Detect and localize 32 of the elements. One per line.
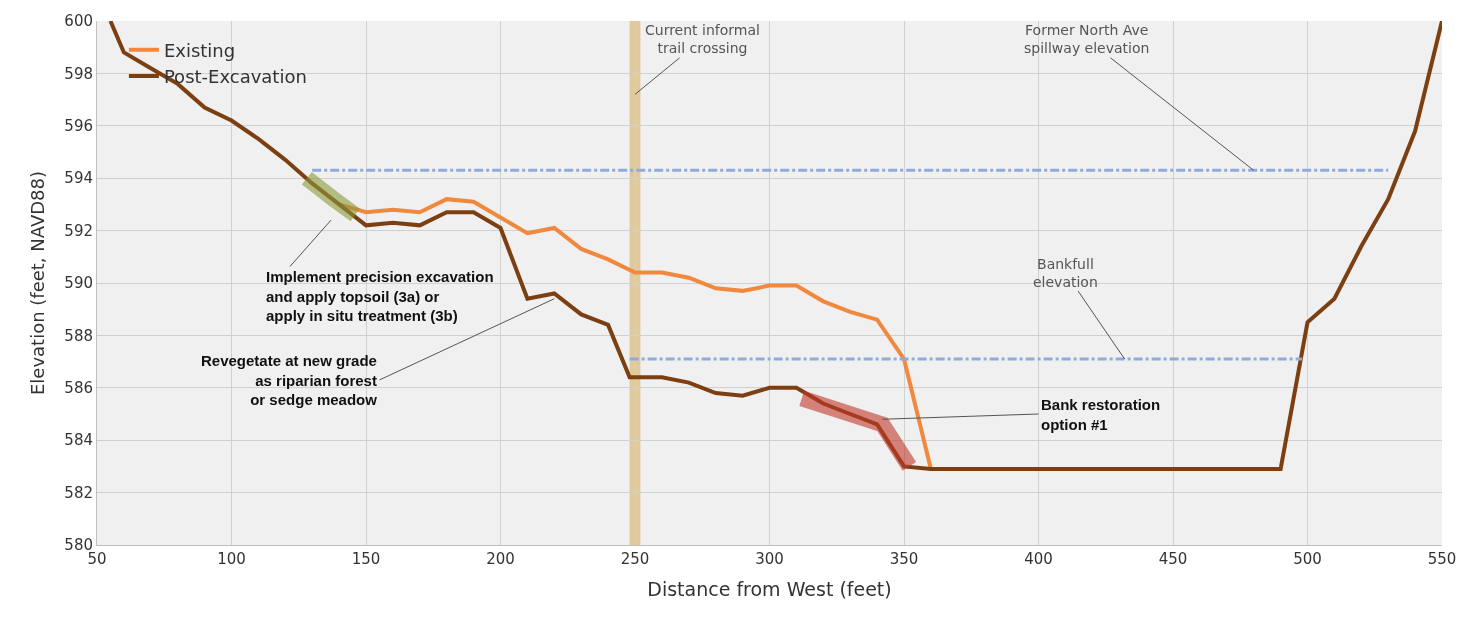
y-tick-label: 600: [64, 12, 93, 31]
y-tick-label: 594: [64, 169, 93, 188]
y-tick-label: 584: [64, 431, 93, 450]
x-tick-label: 100: [217, 550, 246, 568]
y-tick-label: 586: [64, 379, 93, 398]
legend-label: Existing: [163, 39, 236, 61]
y-tick-label: 590: [64, 274, 93, 293]
x-tick-label: 500: [1293, 550, 1322, 568]
x-tick-label: 550: [1427, 550, 1457, 568]
x-tick-label: 200: [486, 550, 515, 568]
x-tick-label: 350: [889, 550, 919, 568]
x-tick-label: 50: [87, 550, 107, 568]
annotation: Bank restoration option #1: [1041, 396, 1161, 433]
x-tick-label: 400: [1024, 550, 1053, 568]
line-series: [108, 21, 1442, 472]
y-tick-label: 588: [64, 326, 93, 345]
annotation: Bankfull elevation: [1033, 256, 1098, 291]
y-tick-label: 592: [64, 221, 93, 240]
annotation: Current informal trail crossing: [645, 22, 760, 57]
y-axis-title: Elevation (feet, NAVD88): [26, 170, 48, 396]
legend-label: Post-Excavation: [163, 66, 307, 88]
annotation: Former North Ave spillway elevation: [1024, 22, 1150, 57]
x-tick-label: 150: [351, 550, 381, 568]
y-tick-label: 596: [64, 117, 93, 136]
x-tick-label: 300: [755, 550, 784, 568]
x-axis-title: Distance from West (feet): [647, 577, 892, 600]
x-tick-label: 450: [1158, 550, 1188, 568]
x-tick-label: 250: [620, 550, 650, 568]
annotation: Revegetate at new grade as riparian forest or sedge meadow: [201, 352, 378, 408]
annotation: Implement precision excavation and apply topsoil (3a) or apply in situ treatment (3b): [266, 268, 494, 324]
y-tick-label: 598: [64, 64, 93, 83]
y-tick-label: 582: [64, 483, 93, 502]
